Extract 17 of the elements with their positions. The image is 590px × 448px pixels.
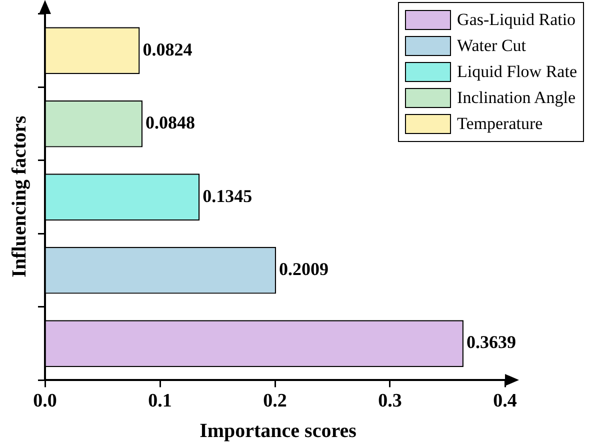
x-tick-label: 0.3	[378, 390, 402, 412]
data-label: 0.0824	[142, 39, 192, 60]
x-tick-label: 0.4	[493, 390, 518, 412]
legend-label: Temperature	[457, 114, 543, 134]
legend-label: Water Cut	[457, 36, 526, 56]
data-label: 0.2009	[279, 258, 329, 279]
x-tick-label: 0.1	[148, 390, 172, 412]
data-label: 0.3639	[466, 332, 516, 352]
legend-label: Liquid Flow Rate	[457, 62, 577, 82]
x-axis-title: Importance scores	[198, 420, 358, 443]
x-tick-label: 0.0	[33, 390, 57, 412]
y-axis-title: Influencing factors	[8, 114, 32, 280]
x-tick-label: 0.2	[263, 390, 287, 412]
legend-label: Gas-Liquid Ratio	[457, 10, 576, 30]
data-label: 0.1345	[202, 186, 252, 206]
legend-label: Inclination Angle	[457, 88, 576, 108]
data-label: 0.0848	[146, 112, 196, 133]
